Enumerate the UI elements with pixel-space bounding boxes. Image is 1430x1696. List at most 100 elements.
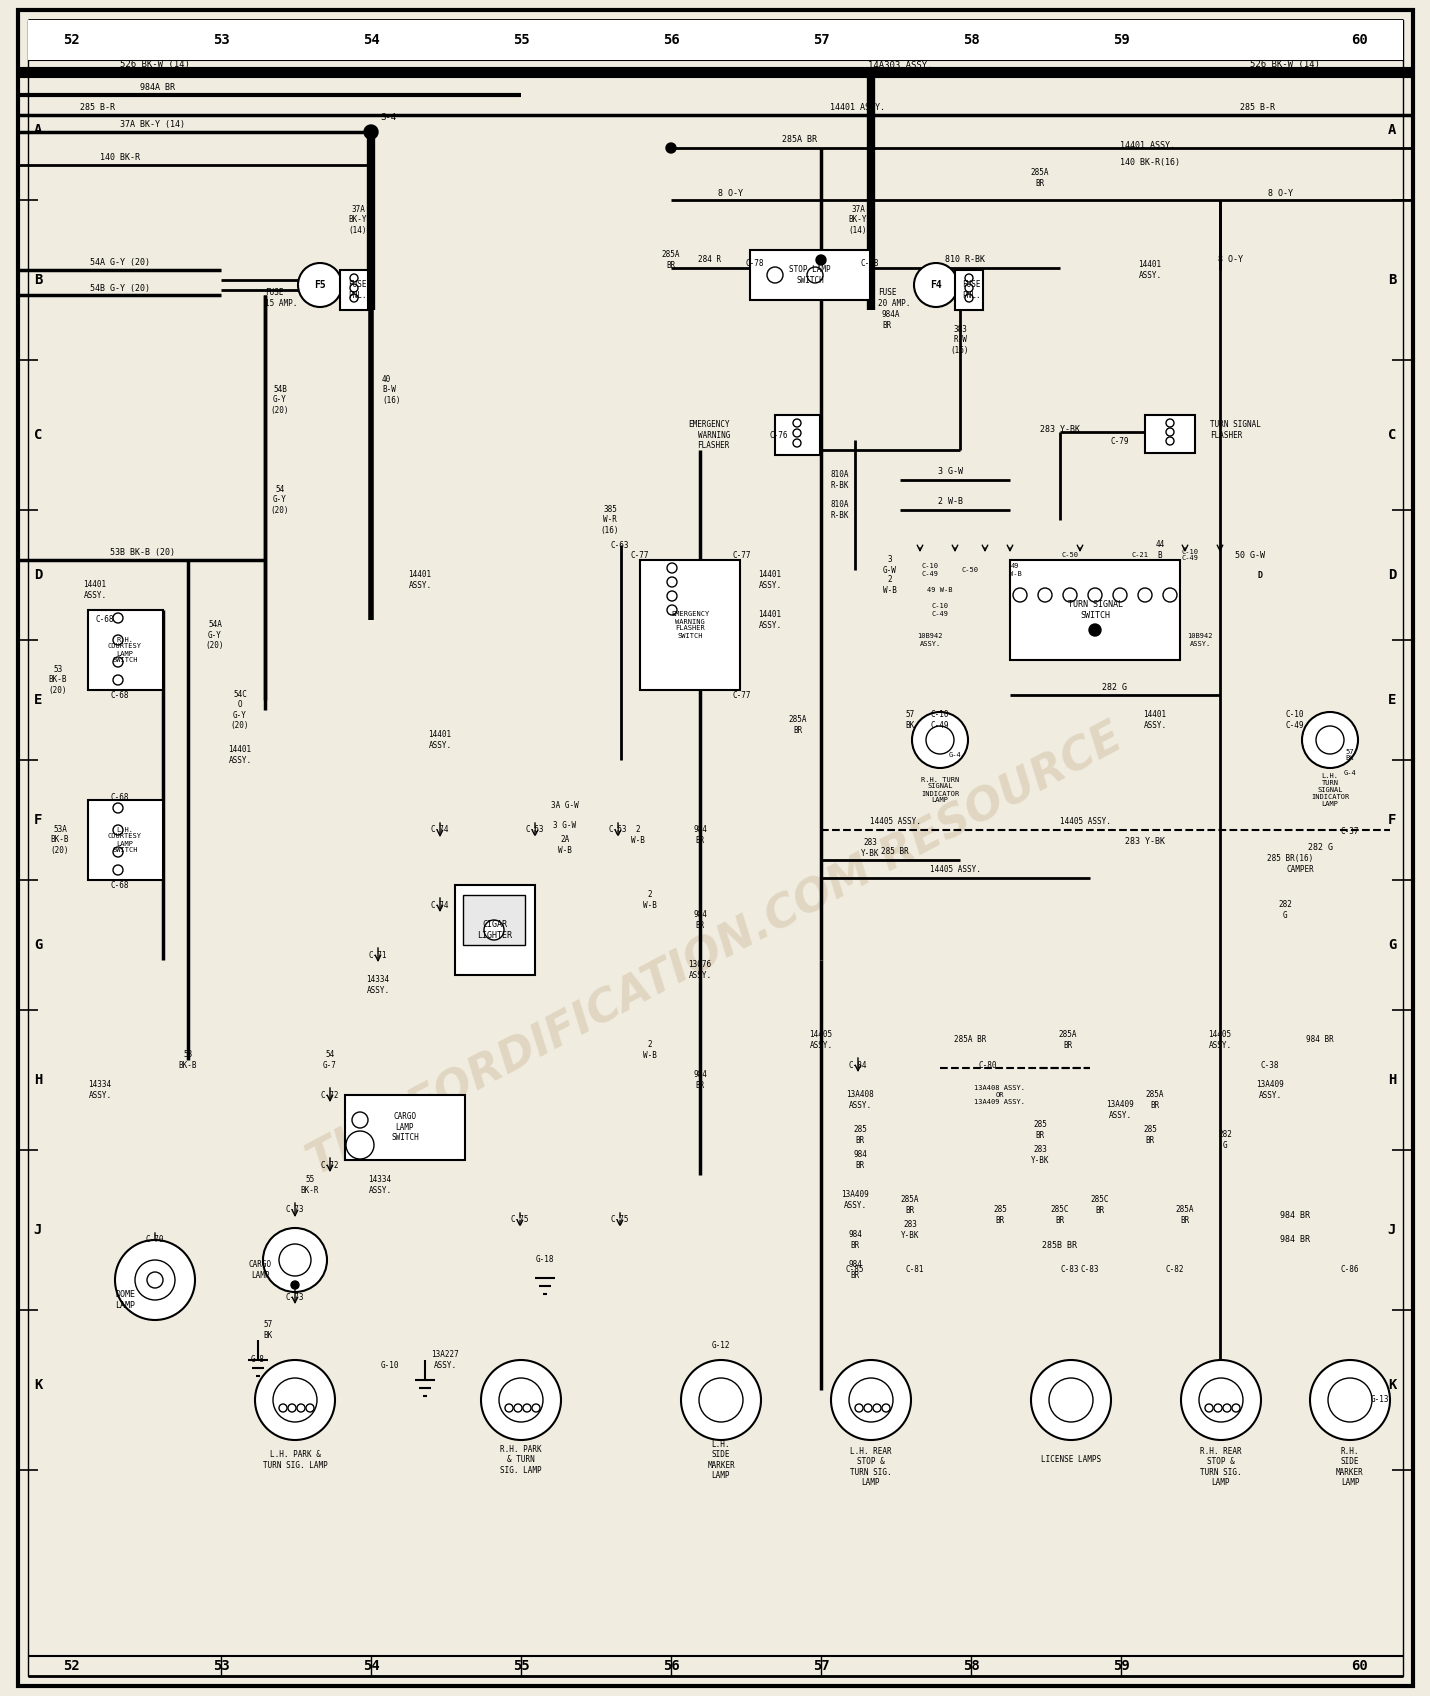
Text: F5: F5 <box>315 280 326 290</box>
Text: 8 O-Y: 8 O-Y <box>1217 256 1243 265</box>
Circle shape <box>1198 1377 1243 1421</box>
Text: TURN SIGNAL
FLASHER: TURN SIGNAL FLASHER <box>1210 421 1261 439</box>
Text: K: K <box>1387 1377 1396 1392</box>
Text: G-13: G-13 <box>1371 1396 1390 1404</box>
Circle shape <box>1165 427 1174 436</box>
Text: 13A409
ASSY.: 13A409 ASSY. <box>1107 1101 1134 1119</box>
Circle shape <box>350 275 358 282</box>
Text: E: E <box>34 694 43 707</box>
Text: 285
BR: 285 BR <box>992 1206 1007 1225</box>
Text: 58: 58 <box>962 32 980 47</box>
Text: 58: 58 <box>962 1659 980 1672</box>
Text: 2
W-B: 2 W-B <box>644 1040 656 1060</box>
Text: 54B G-Y (20): 54B G-Y (20) <box>90 283 150 292</box>
Bar <box>463 895 525 945</box>
Text: 53: 53 <box>213 32 229 47</box>
Text: 984
BR: 984 BR <box>694 1070 706 1091</box>
Text: F: F <box>1387 812 1396 828</box>
Text: C-10
C-49: C-10 C-49 <box>931 711 950 729</box>
Circle shape <box>1165 419 1174 427</box>
Text: 54: 54 <box>363 1659 379 1672</box>
Text: C-74: C-74 <box>430 901 449 909</box>
Text: C-74: C-74 <box>430 826 449 834</box>
Circle shape <box>807 266 824 283</box>
Circle shape <box>114 1240 194 1319</box>
Text: 285C
BR: 285C BR <box>1051 1206 1070 1225</box>
Text: L.H.
COURTESY
LAMP
SWITCH: L.H. COURTESY LAMP SWITCH <box>109 826 142 853</box>
Text: 53
BK-B: 53 BK-B <box>179 1050 197 1070</box>
Text: C-21: C-21 <box>1131 551 1148 558</box>
Circle shape <box>113 846 123 856</box>
Text: 810A
R-BK: 810A R-BK <box>831 500 849 519</box>
Text: 57
BK: 57 BK <box>905 711 915 729</box>
Circle shape <box>855 1404 862 1413</box>
Text: 14401
ASSY.: 14401 ASSY. <box>429 731 452 750</box>
Text: D: D <box>34 568 43 582</box>
Text: 53
BK-B
(20): 53 BK-B (20) <box>49 665 67 695</box>
Text: C-77: C-77 <box>732 551 751 560</box>
Bar <box>955 270 982 310</box>
Text: 284 R: 284 R <box>698 256 722 265</box>
Text: 14405 ASSY.: 14405 ASSY. <box>930 865 981 875</box>
Circle shape <box>505 1404 513 1413</box>
Text: 54B
G-Y
(20): 54B G-Y (20) <box>270 385 289 416</box>
Circle shape <box>147 1272 163 1287</box>
Text: C-68: C-68 <box>96 616 114 624</box>
Text: H: H <box>34 1074 43 1087</box>
Circle shape <box>532 1404 541 1413</box>
Circle shape <box>965 283 972 292</box>
Text: 37A
BK-Y
(14): 37A BK-Y (14) <box>849 205 867 236</box>
Text: C-50: C-50 <box>961 566 978 573</box>
Text: 3 G-W: 3 G-W <box>553 821 576 829</box>
Text: 3A G-W: 3A G-W <box>551 801 579 809</box>
Text: 285
BR: 285 BR <box>1032 1121 1047 1140</box>
Text: A: A <box>1387 124 1396 137</box>
Text: C-38: C-38 <box>1261 1060 1280 1070</box>
Text: K: K <box>34 1377 43 1392</box>
Text: C-73: C-73 <box>286 1292 305 1301</box>
Circle shape <box>882 1404 889 1413</box>
Text: CARGO
LAMP
SWITCH: CARGO LAMP SWITCH <box>392 1113 419 1141</box>
Text: 2
W-B: 2 W-B <box>884 575 897 595</box>
Text: 13A408 ASSY.
OR
13A409 ASSY.: 13A408 ASSY. OR 13A409 ASSY. <box>974 1085 1025 1106</box>
Circle shape <box>666 605 676 616</box>
Bar <box>749 249 869 300</box>
Text: S-4: S-4 <box>380 114 396 122</box>
Text: L.H. PARK &
TURN SIG. LAMP: L.H. PARK & TURN SIG. LAMP <box>263 1450 327 1470</box>
Text: 56: 56 <box>662 1659 679 1672</box>
Circle shape <box>306 1404 315 1413</box>
Circle shape <box>350 283 358 292</box>
Circle shape <box>1113 589 1127 602</box>
Circle shape <box>1038 589 1052 602</box>
Text: 49 W-B: 49 W-B <box>927 587 952 594</box>
Text: C-78: C-78 <box>861 258 879 268</box>
Circle shape <box>1310 1360 1390 1440</box>
Text: C: C <box>34 427 43 443</box>
Text: G: G <box>34 938 43 951</box>
Circle shape <box>666 590 676 600</box>
Text: H: H <box>1387 1074 1396 1087</box>
Circle shape <box>297 263 342 307</box>
Text: 40
B-W
(16): 40 B-W (16) <box>382 375 400 405</box>
Text: C-71: C-71 <box>369 950 388 960</box>
Text: C-83: C-83 <box>1081 1265 1100 1274</box>
Text: B: B <box>34 273 43 287</box>
Text: 54
G-Y
(20): 54 G-Y (20) <box>270 485 289 516</box>
Text: C-50: C-50 <box>1061 551 1078 558</box>
Circle shape <box>113 634 123 644</box>
Text: 984
BR: 984 BR <box>848 1260 862 1280</box>
Bar <box>455 885 535 975</box>
Text: 49
W-B: 49 W-B <box>1008 563 1021 577</box>
Text: 283 Y-BK: 283 Y-BK <box>1040 426 1080 434</box>
Text: 2 W-B: 2 W-B <box>938 497 962 507</box>
Circle shape <box>965 275 972 282</box>
Text: 56: 56 <box>662 32 679 47</box>
Bar <box>1145 416 1195 453</box>
Text: FUSE
20 AMP.: FUSE 20 AMP. <box>878 288 911 307</box>
Text: 55: 55 <box>512 32 529 47</box>
Text: 285 B-R: 285 B-R <box>80 103 114 112</box>
Circle shape <box>113 824 123 834</box>
Text: 54
G-7: 54 G-7 <box>323 1050 337 1070</box>
Text: 8 O-Y: 8 O-Y <box>718 188 742 197</box>
Text: 283
Y-BK: 283 Y-BK <box>1031 1145 1050 1165</box>
